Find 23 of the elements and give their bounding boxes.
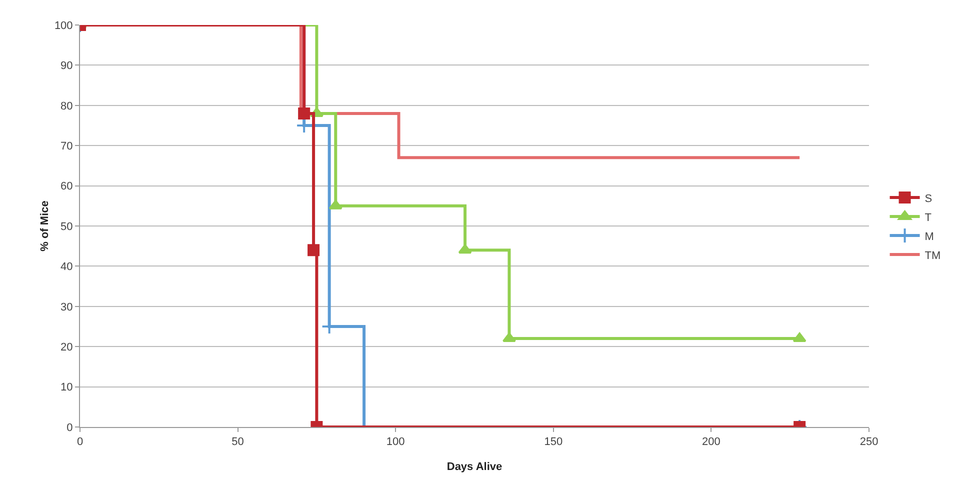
y-tick-label: 60	[60, 180, 73, 193]
legend-label: S	[924, 192, 932, 205]
y-tick-label: 80	[60, 100, 73, 112]
x-tick-label: 50	[232, 436, 244, 448]
x-tick-label: 150	[544, 436, 563, 448]
x-axis-title: Days Alive	[446, 461, 502, 473]
y-tick-label: 90	[60, 60, 73, 72]
legend-label: TM	[924, 250, 941, 262]
y-tick-label: 100	[54, 20, 73, 32]
y-tick-label: 30	[60, 301, 73, 314]
y-tick-label: 0	[66, 422, 73, 434]
x-tick-label: 100	[386, 436, 405, 448]
y-tick-label: 50	[60, 220, 73, 233]
y-axis-title: % of Mice	[39, 200, 51, 252]
y-tick-label: 20	[60, 341, 73, 354]
x-tick-label: 0	[76, 436, 84, 448]
x-tick-label: 250	[860, 436, 878, 448]
legend-label: M	[924, 230, 934, 243]
y-tick-label: 40	[60, 261, 73, 274]
legend-label: T	[924, 212, 932, 224]
x-tick-label: 200	[702, 436, 720, 448]
y-tick-label: 70	[60, 140, 73, 152]
y-tick-label: 10	[60, 382, 73, 394]
